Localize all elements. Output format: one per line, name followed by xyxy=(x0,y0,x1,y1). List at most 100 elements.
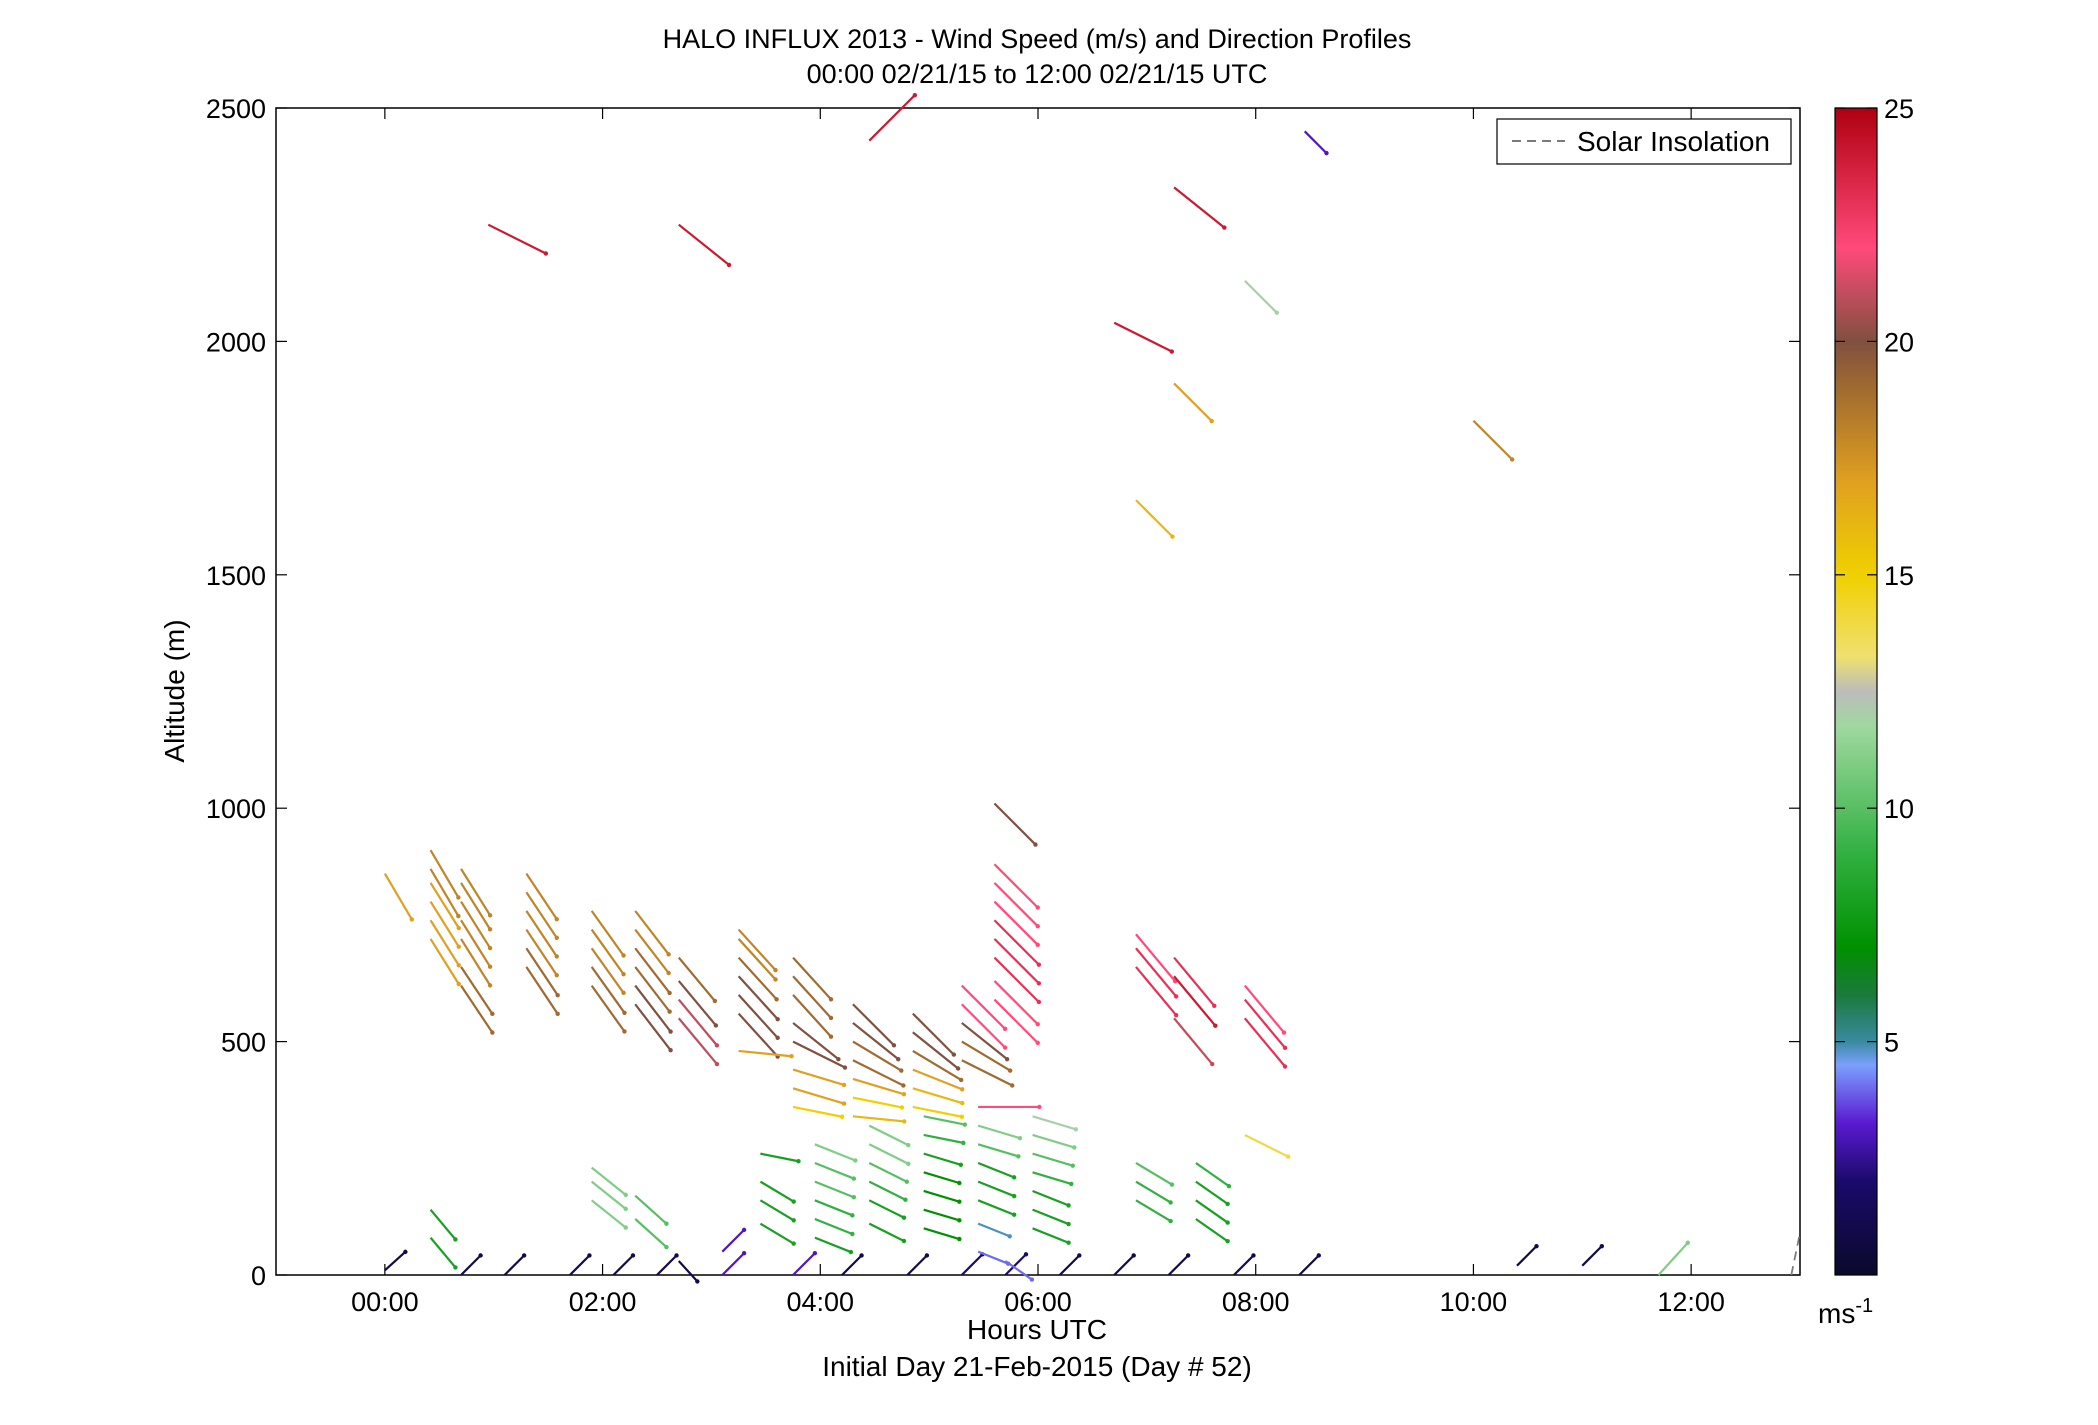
wind-vector-head xyxy=(902,1119,907,1124)
wind-vector xyxy=(852,1003,895,1047)
wind-vector-head xyxy=(774,997,779,1002)
wind-vector-head xyxy=(828,997,834,1002)
wind-vector xyxy=(634,1194,668,1225)
wind-vector-head xyxy=(456,925,461,931)
wind-vector-head xyxy=(924,1253,930,1258)
wind-vector xyxy=(1173,1017,1214,1065)
wind-vector xyxy=(1243,1017,1286,1068)
wind-vector xyxy=(923,1133,964,1144)
wind-vector-head xyxy=(543,251,549,256)
wind-vector xyxy=(460,1254,482,1276)
wind-vector xyxy=(792,956,832,1001)
wind-vector xyxy=(590,928,625,975)
wind-vector-head xyxy=(959,1114,965,1119)
x-axis-label-secondary: Initial Day 21-Feb-2015 (Day # 52) xyxy=(822,1351,1252,1382)
wind-vector-head xyxy=(903,1197,908,1202)
wind-vector xyxy=(1195,1162,1230,1188)
wind-vector xyxy=(852,1077,905,1096)
wind-vector-head xyxy=(1011,1193,1017,1199)
wind-vector xyxy=(792,1040,846,1069)
wind-vector xyxy=(852,1115,905,1123)
wind-vector-head xyxy=(1285,1154,1291,1159)
wind-vector-head xyxy=(1002,1026,1008,1032)
x-tick-label: 06:00 xyxy=(1004,1287,1072,1317)
chart-title: HALO INFLUX 2013 - Wind Speed (m/s) and … xyxy=(663,24,1412,54)
wind-vector-head xyxy=(456,895,461,900)
wind-vector-head xyxy=(403,1249,408,1255)
wind-vector-head xyxy=(842,1065,848,1070)
plot-area xyxy=(275,107,1801,1276)
wind-vector-head xyxy=(1073,1127,1079,1132)
wind-vector xyxy=(525,872,558,920)
wind-vector xyxy=(634,966,671,1013)
wind-vector-head xyxy=(836,1056,841,1062)
wind-vector xyxy=(1032,1152,1074,1167)
wind-vector-head xyxy=(958,1162,964,1167)
wind-vector xyxy=(977,1199,1015,1216)
wind-vector xyxy=(1032,1171,1072,1185)
wind-vector xyxy=(993,980,1039,1025)
wind-vector xyxy=(460,966,494,1015)
x-tick-label: 00:00 xyxy=(351,1287,419,1317)
wind-vector xyxy=(993,863,1039,909)
wind-vector xyxy=(737,975,779,1020)
wind-vector-head xyxy=(796,1159,801,1164)
wind-vector-head xyxy=(456,981,461,987)
wind-vector-head xyxy=(850,1231,855,1237)
legend: Solar Insolation xyxy=(1496,118,1792,165)
wind-vector xyxy=(429,868,460,917)
wind-vector xyxy=(590,1180,627,1210)
wind-vector-head xyxy=(1011,1212,1017,1217)
y-axis-label: Altitude (m) xyxy=(159,619,190,762)
wind-vector xyxy=(1243,984,1285,1034)
wind-vector xyxy=(759,1199,795,1222)
wind-vector-head xyxy=(668,1048,673,1053)
x-tick-label: 12:00 xyxy=(1657,1287,1725,1317)
wind-vector-head xyxy=(1282,1045,1288,1051)
wind-vector-head xyxy=(906,1161,911,1166)
wind-vector-head xyxy=(1036,999,1042,1005)
wind-vector xyxy=(912,1087,963,1105)
wind-vector-head xyxy=(1036,962,1042,967)
wind-vector-head xyxy=(960,1100,965,1106)
wind-vector xyxy=(912,1068,963,1091)
x-tick-label: 04:00 xyxy=(786,1287,854,1317)
wind-vector xyxy=(1195,1180,1229,1205)
wind-vector-head xyxy=(775,1035,780,1041)
wind-vector xyxy=(460,868,492,916)
wind-vector xyxy=(1195,1199,1229,1224)
wind-vector-head xyxy=(1212,1003,1217,1009)
wind-vector xyxy=(906,1254,928,1276)
wind-vector xyxy=(814,1180,855,1199)
wind-vector-head xyxy=(912,92,918,98)
colorbar-tick-label: 25 xyxy=(1884,94,1914,124)
wind-vector xyxy=(961,984,1006,1030)
wind-vector-head xyxy=(623,1192,628,1198)
wind-vector xyxy=(814,1143,856,1162)
wind-vector-head xyxy=(1226,1183,1232,1189)
wind-vector xyxy=(1032,1227,1069,1244)
wind-vector-head xyxy=(554,954,559,959)
wind-vector xyxy=(1243,998,1286,1049)
wind-vector xyxy=(912,1049,962,1081)
wind-vectors xyxy=(383,92,1691,1284)
wind-vector xyxy=(1303,130,1328,154)
wind-vector-head xyxy=(490,1030,495,1035)
wind-vector xyxy=(677,1017,718,1065)
wind-vector-head xyxy=(841,1101,847,1106)
wind-vector-head xyxy=(962,1122,968,1127)
wind-vector xyxy=(1167,1254,1189,1276)
wind-vector-head xyxy=(1066,1221,1071,1227)
colorbar: 5 10 15 20 25 ms-1 xyxy=(1818,94,1914,1329)
wind-vector-head xyxy=(668,1029,673,1034)
wind-vector xyxy=(677,956,716,1002)
wind-vector-head xyxy=(487,927,493,932)
wind-vector-head xyxy=(1169,1182,1175,1187)
wind-vector-head xyxy=(1035,1021,1040,1027)
wind-vector xyxy=(737,928,777,971)
wind-vector-head xyxy=(789,1054,794,1059)
wind-vector-head xyxy=(1010,1083,1015,1088)
solar-insolation-line xyxy=(1790,1232,1801,1276)
wind-vector-head xyxy=(554,916,559,922)
wind-vector-head xyxy=(487,913,493,918)
